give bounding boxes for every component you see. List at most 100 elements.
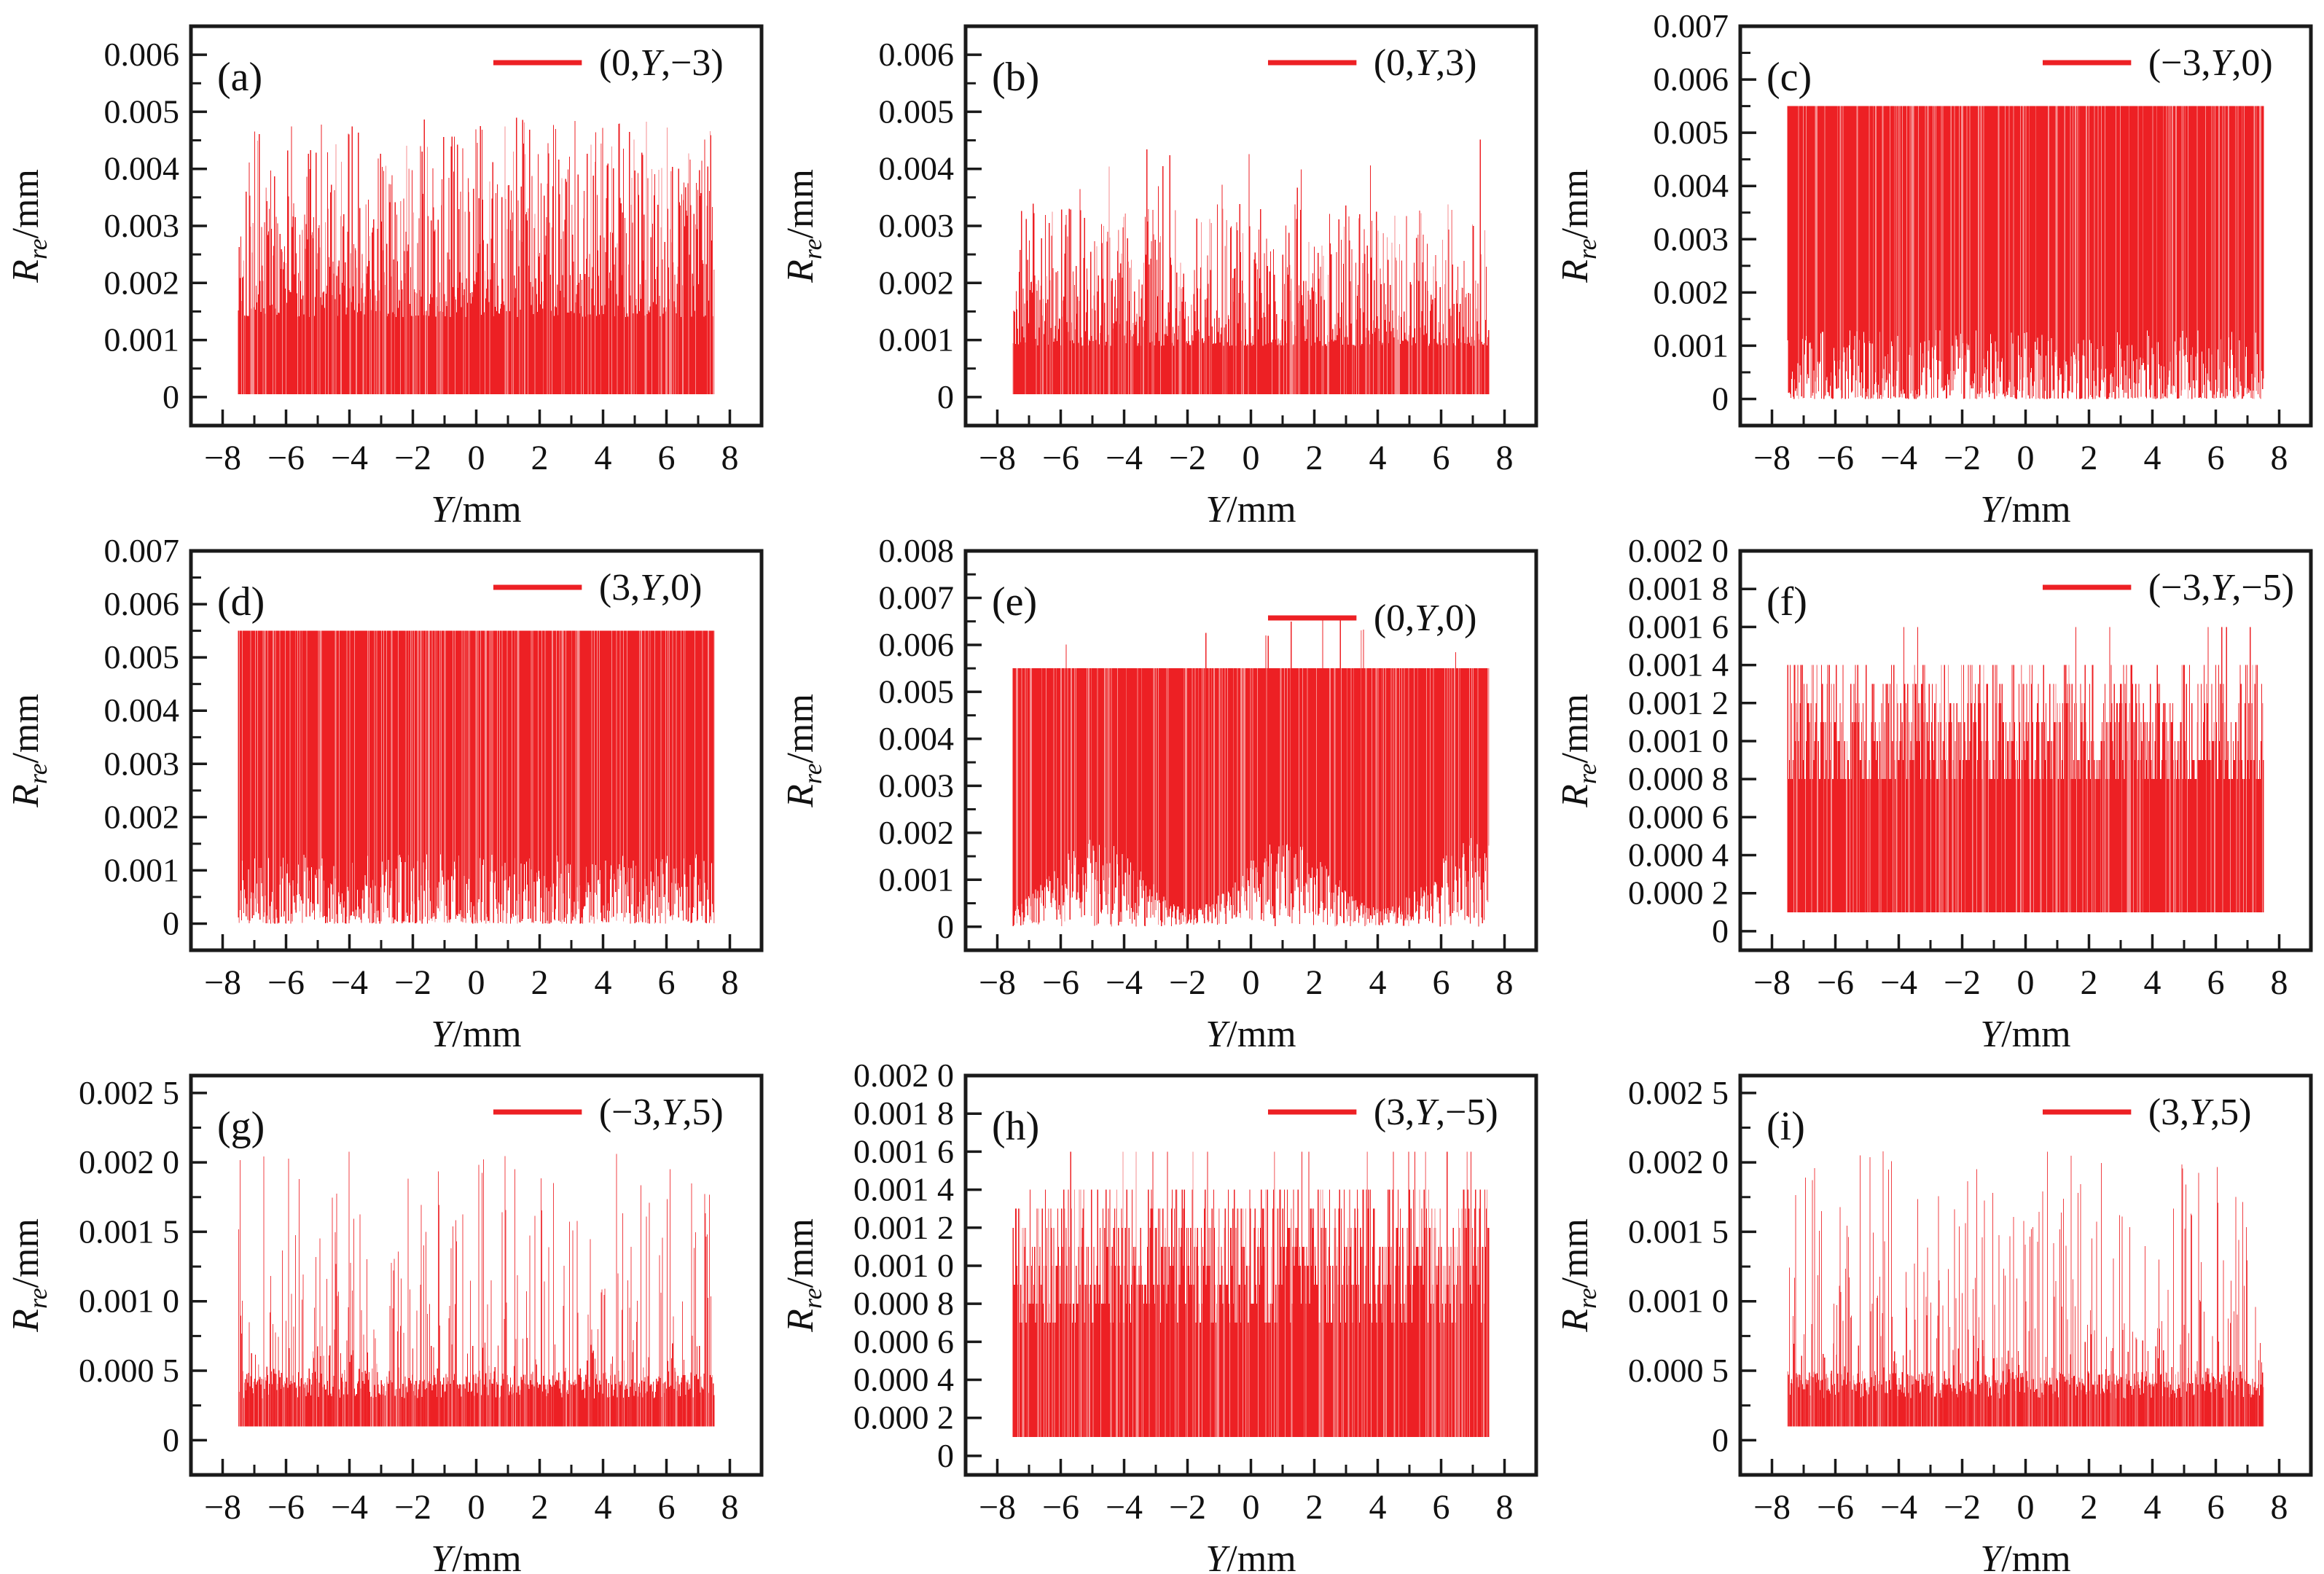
subplot-b: 0.006 0.005 0.004 0.003 0.002 0.001 0 −8 −6 −4 −2 0…	[780, 24, 1538, 525]
x-tick-label: −8	[979, 439, 1016, 477]
x-tick-label: −6	[1042, 963, 1079, 1002]
series-spikes	[238, 630, 714, 924]
x-tick-label: 6	[658, 963, 676, 1002]
y-tick-label: 0.001 8	[853, 1095, 954, 1132]
panel-label: (e)	[992, 579, 1037, 624]
series-spikes	[1012, 619, 1488, 927]
y-tick-label: 0.001 0	[79, 1283, 179, 1320]
x-axis: −8 −6 −4 −2 0 2 4 6 8	[1753, 410, 2288, 477]
x-tick-label: −2	[394, 1488, 431, 1527]
series-spikes	[1787, 627, 2264, 912]
x-tick-label: −2	[1944, 1488, 1981, 1527]
x-axis-title: Y/mm	[1980, 1538, 2070, 1574]
x-tick-label: 8	[1496, 439, 1514, 477]
y-tick-label: 0.000 2	[853, 1399, 954, 1436]
y-axis: 0.007 0.006 0.005 0.004 0.003 0.002 0.001 0	[1654, 7, 1756, 417]
y-tick-label: 0.001	[879, 321, 955, 359]
y-tick-label: 0.003	[104, 745, 180, 782]
x-tick-label: −2	[1944, 963, 1981, 1002]
x-tick-label: −2	[1169, 439, 1206, 477]
y-axis-title: Rre/mm	[1554, 1218, 1602, 1333]
y-tick-label: 0.000 4	[853, 1361, 954, 1398]
x-tick-label: 2	[2081, 1488, 2098, 1527]
legend: (−3,Y,5)	[493, 1092, 724, 1133]
y-tick-label: 0.006	[879, 36, 955, 73]
x-tick-label: −6	[1042, 1488, 1079, 1527]
panel-label: (i)	[1767, 1104, 1805, 1149]
y-axis: 0.002 00.001 80.001 60.001 40.001 20.001…	[1628, 532, 1756, 950]
x-tick-label: 2	[1306, 963, 1323, 1002]
series-g	[238, 1151, 715, 1427]
y-tick-label: 0	[163, 378, 179, 415]
x-axis-title: Y/mm	[1980, 1014, 2070, 1049]
series-spikes	[1788, 1340, 2264, 1427]
y-tick-label: 0.001 5	[79, 1213, 179, 1250]
panel-label: (d)	[217, 579, 265, 624]
y-tick-label: 0.007	[1654, 7, 1729, 44]
plot-frame	[1738, 1073, 2313, 1477]
plot-frame	[189, 549, 764, 952]
legend-label: (−3,Y,−5)	[2148, 567, 2294, 608]
x-tick-label: 4	[2144, 1488, 2161, 1527]
y-tick-label: 0.001 4	[853, 1171, 954, 1208]
y-axis-title: Rre/mm	[5, 1218, 52, 1333]
y-axis-title: Rre/mm	[780, 1218, 827, 1333]
y-tick-label: 0.005	[879, 673, 955, 710]
x-tick-label: −8	[1753, 963, 1791, 1002]
x-tick-label: 8	[1496, 963, 1514, 1002]
x-tick-label: −4	[1106, 1488, 1143, 1527]
series-spikes-light	[238, 630, 715, 924]
y-tick-label: 0.003	[879, 767, 955, 804]
x-tick-label: 8	[2271, 439, 2288, 477]
x-axis-title: Y/mm	[431, 1014, 521, 1049]
y-tick-label: 0.001 6	[1628, 608, 1729, 645]
x-tick-label: 0	[2017, 1488, 2035, 1527]
y-tick-label: 0.001	[1654, 326, 1729, 364]
subplot-f: 0.002 00.001 80.001 60.001 40.001 20.001…	[1554, 532, 2313, 1049]
series-spikes-light	[1012, 166, 1486, 394]
y-tick-label: 0.000 6	[853, 1323, 954, 1360]
x-tick-label: 0	[1243, 963, 1260, 1002]
series-spikes-light	[1015, 630, 1490, 927]
series-a	[238, 117, 715, 394]
x-tick-label: 0	[468, 963, 485, 1002]
y-tick-label: 0.001 0	[853, 1247, 954, 1284]
x-tick-label: −6	[267, 963, 305, 1002]
y-tick-label: 0.007	[879, 579, 955, 616]
x-axis: −8 −6 −4 −2 0 2 4 6 8	[979, 1459, 1514, 1527]
legend-label: (0,Y,−3)	[599, 42, 724, 84]
legend: (3,Y,−5)	[1267, 1092, 1498, 1133]
y-tick-label: 0.002 0	[853, 1057, 954, 1094]
x-tick-label: −2	[394, 963, 431, 1002]
y-tick-label: 0.004	[104, 692, 180, 729]
y-tick-label: 0	[937, 378, 954, 415]
x-tick-label: 4	[1369, 963, 1387, 1002]
panel-label: (a)	[217, 55, 262, 100]
series-f	[1787, 627, 2264, 912]
x-tick-label: −8	[1753, 439, 1791, 477]
y-tick-label: 0.002	[879, 264, 955, 301]
x-axis: −8 −6 −4 −2 0 2 4 6 8	[979, 410, 1514, 477]
y-tick-label: 0.001	[104, 851, 180, 888]
x-tick-label: 2	[2081, 439, 2098, 477]
x-tick-label: −8	[204, 963, 241, 1002]
legend: (−3,Y,−5)	[2042, 567, 2294, 608]
series-i	[1787, 1151, 2264, 1427]
x-tick-label: 4	[595, 963, 612, 1002]
panel-label: (b)	[992, 55, 1039, 100]
x-tick-label: −4	[331, 963, 368, 1002]
y-tick-label: 0.005	[879, 93, 955, 130]
y-tick-label: 0.000 5	[79, 1352, 179, 1389]
x-tick-label: 4	[595, 1488, 612, 1527]
panel-label: (f)	[1767, 579, 1807, 624]
x-tick-label: 0	[468, 439, 485, 477]
y-axis: 0.002 5 0.002 0 0.001 5 0.001 0 0.000 5 0	[79, 1074, 207, 1458]
y-tick-label: 0.000 8	[1628, 760, 1729, 797]
series-spikes-tall	[238, 1151, 711, 1427]
legend: (3,Y,0)	[493, 567, 702, 608]
subplot-h: 0.002 00.001 80.001 60.001 40.001 20.001…	[780, 1057, 1538, 1574]
x-tick-label: 2	[1306, 1488, 1323, 1527]
x-tick-label: 0	[1243, 1488, 1260, 1527]
x-axis-title: Y/mm	[1205, 1538, 1296, 1574]
